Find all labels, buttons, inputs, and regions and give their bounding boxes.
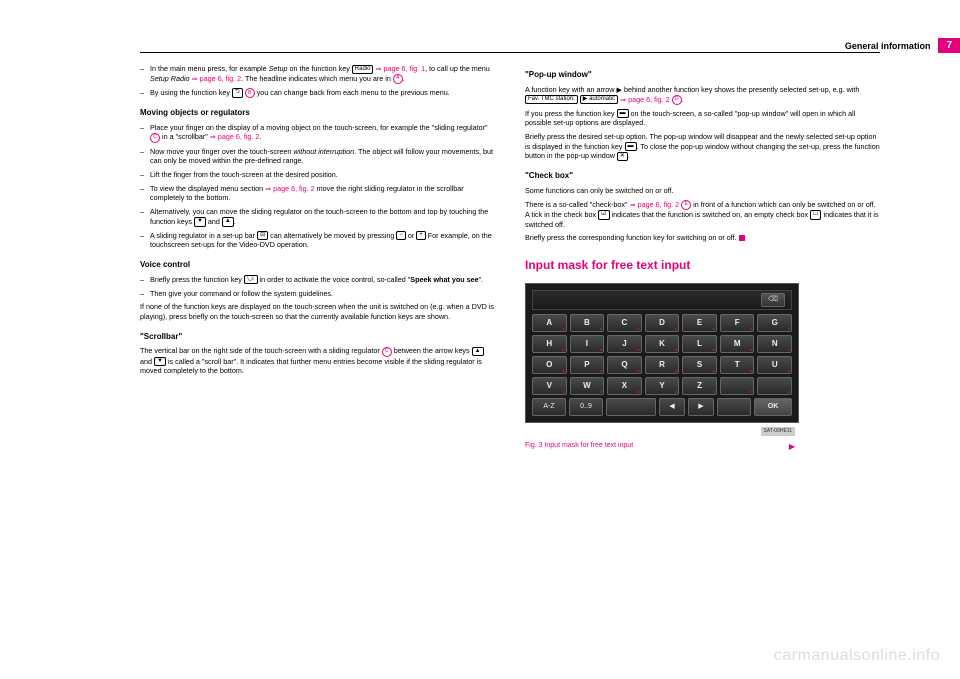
keypad-key[interactable]: V▸: [532, 377, 567, 395]
page-body: – In the main menu press, for example Se…: [0, 0, 960, 472]
keypad-key[interactable]: R▸: [645, 356, 680, 374]
body-paragraph: Some functions can only be switched on o…: [525, 186, 880, 196]
body-paragraph: If none of the function keys are display…: [140, 302, 495, 321]
subhead-checkbox: "Check box": [525, 171, 880, 182]
figure-id-label: SAT-00HE11: [761, 427, 795, 436]
up-key-icon: ▲: [222, 217, 234, 226]
list-item: –A sliding regulator in a set-up bar ⊟ c…: [140, 231, 495, 250]
keypad-figure: ⌫ A▸B▸C▸D▸E▸F▸G▸ H▸I▸J▸K▸L▸M▸N▸ O▸P▸Q▸R▸S▸…: [525, 283, 799, 423]
keypad-key[interactable]: J▸: [607, 335, 642, 353]
ok-button[interactable]: OK: [754, 398, 792, 416]
bar-key-icon: ⊟: [257, 231, 268, 240]
keypad-key[interactable]: ▸: [720, 377, 755, 395]
keypad-key[interactable]: F▸: [720, 314, 755, 332]
body-paragraph: Briefly press the desired set-up option.…: [525, 132, 880, 161]
popup-key-icon: ▬: [625, 142, 637, 151]
plus-key-icon: +: [416, 231, 426, 240]
keypad-key[interactable]: B▸: [570, 314, 605, 332]
fav-tmc-key: Fav. TMC station:: [525, 95, 578, 104]
keypad-key[interactable]: H▸: [532, 335, 567, 353]
radio-key: Radio: [352, 65, 374, 74]
keypad-key[interactable]: Y▸: [645, 377, 680, 395]
list-item: – In the main menu press, for example Se…: [140, 64, 495, 84]
delete-key[interactable]: ⌫: [761, 293, 785, 307]
subhead-moving: Moving objects or regulators: [140, 108, 495, 119]
list-item: –Then give your command or follow the sy…: [140, 289, 495, 299]
up-key-icon: ▲: [472, 347, 484, 356]
watermark-text: carmanualsonline.info: [774, 647, 940, 665]
body-paragraph: A function key with an arrow ▶ behind an…: [525, 85, 880, 105]
list-item: –Place your finger on the display of a m…: [140, 123, 495, 143]
subhead-scrollbar: "Scrollbar": [140, 332, 495, 343]
continue-arrow-icon: ▶: [789, 442, 795, 453]
voice-key-icon: 🗣: [244, 275, 258, 284]
keypad-key[interactable]: E▸: [682, 314, 717, 332]
down-key-icon: ▼: [154, 357, 166, 366]
unchecked-icon: ☐: [810, 210, 821, 219]
checked-icon: ☑: [598, 210, 609, 219]
keypad-key[interactable]: T▸: [720, 356, 755, 374]
list-item: – By using the function key ⮌ B you can …: [140, 88, 495, 98]
keypad-bottom-key[interactable]: 0..9: [569, 398, 603, 416]
keypad-key[interactable]: W▸: [570, 377, 605, 395]
keypad-key[interactable]: I▸: [570, 335, 605, 353]
marker-d: D: [672, 95, 682, 105]
body-paragraph: The vertical bar on the right side of th…: [140, 346, 495, 376]
subhead-voice: Voice control: [140, 260, 495, 271]
automatic-key: ▶ automatic: [580, 95, 618, 104]
keypad-key[interactable]: G▸: [757, 314, 792, 332]
keypad-key[interactable]: K▸: [645, 335, 680, 353]
figure-caption: Fig. 3 Input mask for free text input: [525, 441, 795, 450]
keypad-key[interactable]: N▸: [757, 335, 792, 353]
list-item: –Briefly press the function key 🗣 in ord…: [140, 275, 495, 285]
keypad-key[interactable]: O▸: [532, 356, 567, 374]
keypad-key[interactable]: Q▸: [607, 356, 642, 374]
right-column: "Pop-up window" A function key with an a…: [525, 60, 880, 452]
body-paragraph: If you press the function key ▬ on the t…: [525, 109, 880, 128]
body-paragraph: There is a so-called "check-box" ⇒ page …: [525, 200, 880, 230]
keypad-key[interactable]: C▸: [607, 314, 642, 332]
subhead-popup: "Pop-up window": [525, 70, 880, 81]
list-item: –Lift the finger from the touch-screen a…: [140, 170, 495, 180]
keypad-key[interactable]: U▸: [757, 356, 792, 374]
marker-b: B: [245, 88, 255, 98]
close-key-icon: ✕: [617, 152, 628, 161]
left-column: – In the main menu press, for example Se…: [140, 60, 495, 452]
keypad-key[interactable]: D▸: [645, 314, 680, 332]
keypad-key[interactable]: A▸: [532, 314, 567, 332]
keypad-key[interactable]: Z▸: [682, 377, 717, 395]
marker-c: C: [150, 133, 160, 143]
keypad-key[interactable]: ▸: [757, 377, 792, 395]
keypad-key[interactable]: L▸: [682, 335, 717, 353]
keypad-bottom-key[interactable]: [606, 398, 656, 416]
body-paragraph: Briefly press the corresponding function…: [525, 233, 880, 243]
popup-key-icon: ▬: [617, 109, 629, 118]
keypad-bottom-key[interactable]: ◀: [659, 398, 685, 416]
minus-key-icon: −: [396, 231, 406, 240]
back-key-icon: ⮌: [232, 88, 243, 97]
marker-c: C: [382, 347, 392, 357]
keypad-bottom-key[interactable]: [717, 398, 751, 416]
marker-e: E: [681, 200, 691, 210]
list-item: –To view the displayed menu section ⇒ pa…: [140, 184, 495, 203]
section-title-input-mask: Input mask for free text input: [525, 257, 880, 273]
marker-a: A: [393, 74, 403, 84]
down-key-icon: ▼: [194, 217, 206, 226]
list-item: –Now move your finger over the touch-scr…: [140, 147, 495, 166]
keypad-key[interactable]: X▸: [607, 377, 642, 395]
keypad-bottom-key[interactable]: ▶: [688, 398, 714, 416]
keypad-key[interactable]: M▸: [720, 335, 755, 353]
keypad-key[interactable]: P▸: [570, 356, 605, 374]
list-item: –Alternatively, you can move the sliding…: [140, 207, 495, 226]
keypad-text-field[interactable]: ⌫: [532, 290, 792, 310]
keypad-key[interactable]: S▸: [682, 356, 717, 374]
end-marker-icon: [739, 235, 745, 241]
keypad-bottom-key[interactable]: A-Z: [532, 398, 566, 416]
